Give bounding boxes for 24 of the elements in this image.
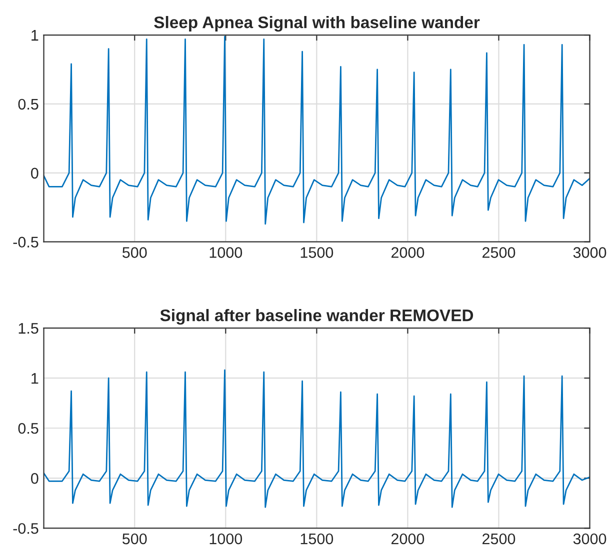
chart-title: Signal after baseline wander REMOVED	[160, 309, 474, 325]
x-tick-label: 500	[122, 533, 147, 544]
y-tick-label: 0.5	[18, 98, 38, 110]
x-tick-label: 1500	[300, 533, 334, 544]
x-tick-label: 1000	[210, 247, 242, 258]
y-tick-label: 1	[32, 373, 38, 384]
x-tick-label: 3000	[573, 247, 606, 258]
x-tick-label: 500	[122, 247, 147, 258]
y-tick-label: -0.5	[13, 236, 38, 248]
x-tick-label: 2000	[391, 247, 424, 258]
y-tick-label: 1	[32, 30, 38, 41]
y-tick-label: 0	[31, 168, 38, 179]
x-tick-label: 1500	[300, 247, 334, 258]
x-tick-label: 3000	[573, 533, 606, 544]
y-tick-label: 0	[31, 473, 38, 484]
chart-title: Sleep Apnea Signal with baseline wander	[154, 16, 480, 32]
line-series	[44, 369, 590, 508]
x-tick-label: 2000	[391, 533, 424, 544]
x-tick-label: 2500	[482, 247, 516, 258]
y-tick-label: 1.5	[18, 323, 38, 334]
y-tick-label: 0.5	[18, 422, 38, 434]
x-tick-label: 1000	[210, 533, 242, 544]
y-tick-label: -0.5	[13, 523, 38, 534]
x-tick-label: 2500	[482, 533, 516, 544]
